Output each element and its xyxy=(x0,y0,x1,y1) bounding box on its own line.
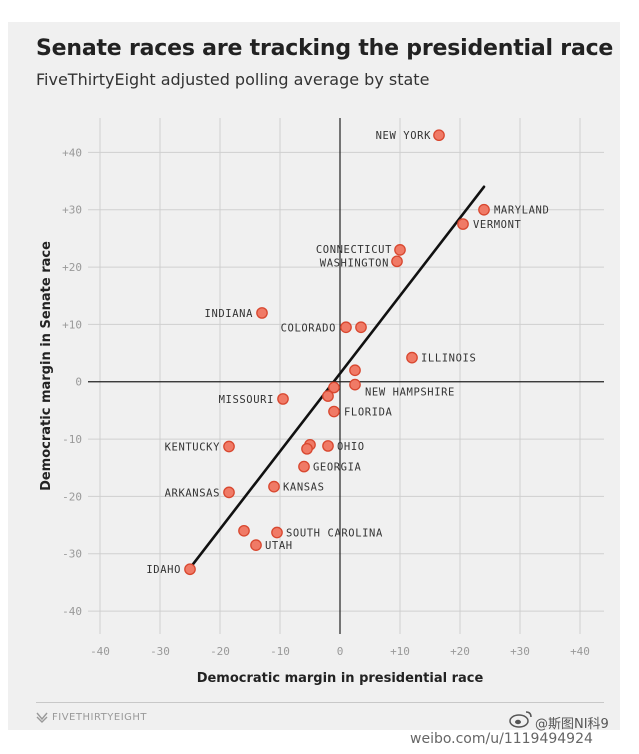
y-tick-label: +10 xyxy=(62,318,82,331)
data-point xyxy=(457,218,469,230)
data-point xyxy=(328,381,340,394)
data-point xyxy=(250,539,262,551)
state-label: KANSAS xyxy=(283,482,325,494)
state-label: KENTUCKY xyxy=(165,442,220,454)
data-point xyxy=(223,486,235,499)
data-point xyxy=(391,255,403,268)
x-tick-label: +30 xyxy=(510,645,530,658)
y-tick-label: +40 xyxy=(62,146,82,159)
zero-axes xyxy=(88,118,604,634)
data-point xyxy=(355,321,367,334)
chart-card xyxy=(8,22,620,730)
x-tick-label: 0 xyxy=(337,645,344,658)
y-tick-label: 0 xyxy=(75,376,82,389)
x-tick-label: -10 xyxy=(270,645,290,658)
trend-line-path xyxy=(188,185,486,570)
data-point xyxy=(340,321,352,334)
data-point xyxy=(328,405,340,418)
fivethirtyeight-logo-icon xyxy=(36,712,48,723)
y-tick-label: -30 xyxy=(62,548,82,561)
data-point xyxy=(349,378,361,391)
data-point xyxy=(322,440,334,452)
brand-name: FIVETHIRTYEIGHT xyxy=(52,711,148,723)
footer-divider xyxy=(36,702,604,703)
y-axis-title: Democratic margin in Senate race xyxy=(39,241,54,491)
x-tick-label: -40 xyxy=(90,645,110,658)
data-point xyxy=(322,390,334,402)
grid xyxy=(88,118,604,634)
state-label: NEW HAMPSHIRE xyxy=(365,387,455,399)
data-point xyxy=(433,129,445,142)
trend-line xyxy=(188,185,486,570)
watermark-url: weibo.com/u/1119494924 xyxy=(410,731,593,747)
y-tick-label: -10 xyxy=(62,433,82,446)
watermark-handle: @斯图NI科9 xyxy=(535,717,609,732)
state-label: MISSOURI xyxy=(219,394,274,406)
state-label: ILLINOIS xyxy=(421,353,476,365)
data-point xyxy=(184,563,196,576)
data-point xyxy=(298,460,310,473)
state-labels: NEW YORK MARYLAND VERMONT CONNECTICUTWASHIN… xyxy=(146,130,549,576)
tick-labels: -40 -30 -20 -10 0 +10 +20 +30 +40 -40 -30 -20 -10 0 +1… xyxy=(62,146,590,658)
state-label: UTAH xyxy=(265,540,293,552)
state-label: OHIO xyxy=(337,441,365,453)
state-label: SOUTH CAROLINA xyxy=(286,528,383,540)
data-point xyxy=(277,393,289,405)
data-point xyxy=(406,351,418,364)
data-point xyxy=(223,440,235,453)
x-tick-label: -20 xyxy=(210,645,230,658)
state-label: GEORGIA xyxy=(313,462,362,474)
x-tick-label: +10 xyxy=(390,645,410,658)
data-point xyxy=(268,480,280,493)
y-tick-label: -20 xyxy=(62,490,82,503)
data-point xyxy=(349,364,361,377)
state-label: CONNECTICUT xyxy=(316,244,392,256)
data-point xyxy=(394,244,406,256)
x-tick-label: -30 xyxy=(150,645,170,658)
x-tick-label: +20 xyxy=(450,645,470,658)
data-point xyxy=(478,203,490,216)
brand-footer: FIVETHIRTYEIGHT xyxy=(36,711,147,723)
state-label: ARKANSAS xyxy=(165,487,220,499)
weibo-logo-icon xyxy=(509,711,532,728)
data-point xyxy=(256,307,268,319)
state-label: COLORADO xyxy=(281,322,336,334)
data-point xyxy=(271,526,283,539)
chart-subtitle: FiveThirtyEight adjusted polling average… xyxy=(36,70,430,89)
state-label: INDIANA xyxy=(205,308,254,320)
state-label: FLORIDA xyxy=(344,407,393,419)
x-tick-label: +40 xyxy=(570,645,590,658)
y-tick-label: +20 xyxy=(62,261,82,274)
data-point xyxy=(238,524,250,537)
x-axis-title: Democratic margin in presidential race xyxy=(197,671,484,686)
data-point xyxy=(301,442,313,455)
state-label: MARYLAND xyxy=(494,205,549,217)
data-points xyxy=(184,129,490,576)
y-tick-label: -40 xyxy=(62,605,82,618)
state-label: WASHINGTON xyxy=(320,257,389,269)
chart-title: Senate races are tracking the presidenti… xyxy=(36,36,614,61)
y-tick-label: +30 xyxy=(62,204,82,217)
state-label: VERMONT xyxy=(473,219,522,231)
state-label: NEW YORK xyxy=(376,130,431,142)
state-label: IDAHO xyxy=(146,564,181,576)
